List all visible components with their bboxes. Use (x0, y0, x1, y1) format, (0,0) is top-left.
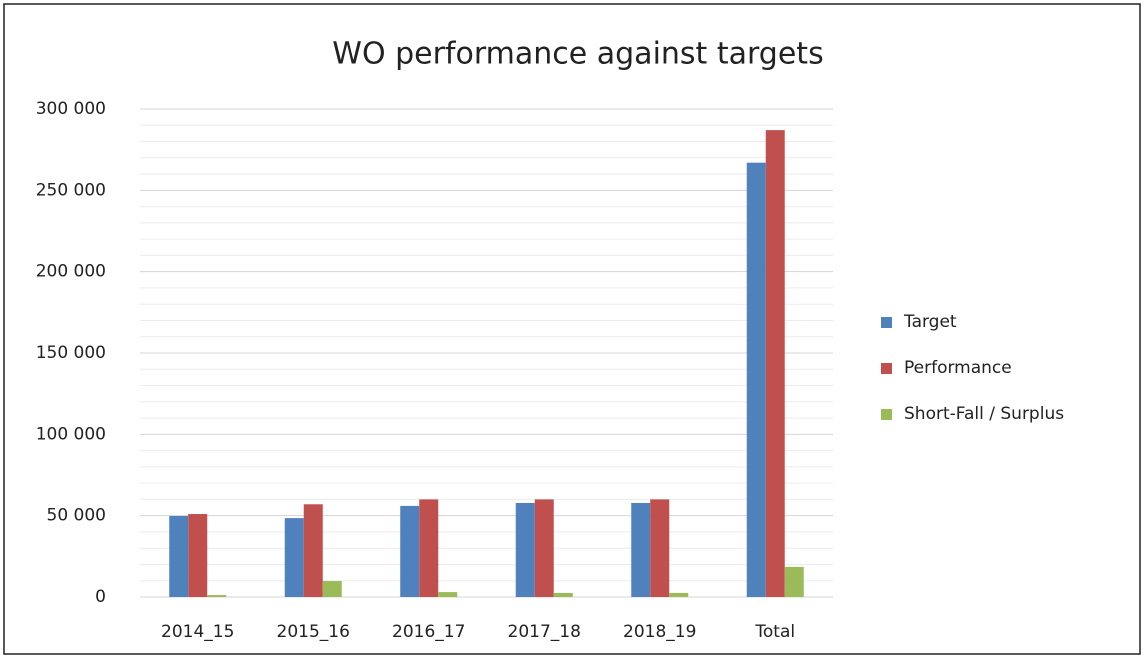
y-tick-label: 50 000 (47, 506, 106, 526)
legend-label: Target (903, 312, 957, 332)
y-tick-label: 250 000 (36, 180, 106, 200)
bar (322, 581, 342, 597)
legend-swatch (881, 363, 892, 374)
bar (515, 502, 535, 597)
x-tick-label: 2018_19 (623, 622, 696, 642)
legend-label: Performance (904, 358, 1012, 378)
legend-label: Short-Fall / Surplus (904, 404, 1064, 424)
bar (534, 499, 554, 597)
bar (765, 130, 785, 597)
y-tick-label: 150 000 (36, 343, 106, 363)
bar (400, 505, 420, 597)
bar (438, 592, 458, 597)
bar (188, 514, 208, 597)
bar (650, 499, 670, 597)
x-tick-label: 2017_18 (508, 622, 581, 642)
chart-title: WO performance against targets (332, 37, 823, 72)
bar (669, 592, 689, 597)
legend-swatch (881, 317, 892, 328)
bar (207, 595, 227, 597)
bar (784, 566, 804, 597)
bar (553, 592, 573, 597)
x-tick-label: 2016_17 (392, 622, 465, 642)
x-tick-label: Total (754, 622, 795, 642)
bar (169, 515, 189, 597)
y-tick-label: 100 000 (36, 424, 106, 444)
y-tick-label: 200 000 (36, 262, 106, 282)
bar (746, 162, 766, 597)
x-tick-label: 2015_16 (277, 622, 350, 642)
bar (419, 499, 439, 597)
x-tick-label: 2014_15 (161, 622, 234, 642)
y-tick-label: 300 000 (36, 99, 106, 119)
bar (284, 518, 304, 597)
legend-swatch (881, 409, 892, 420)
y-tick-label: 0 (95, 587, 106, 607)
bar (631, 502, 651, 597)
bar (303, 504, 323, 597)
